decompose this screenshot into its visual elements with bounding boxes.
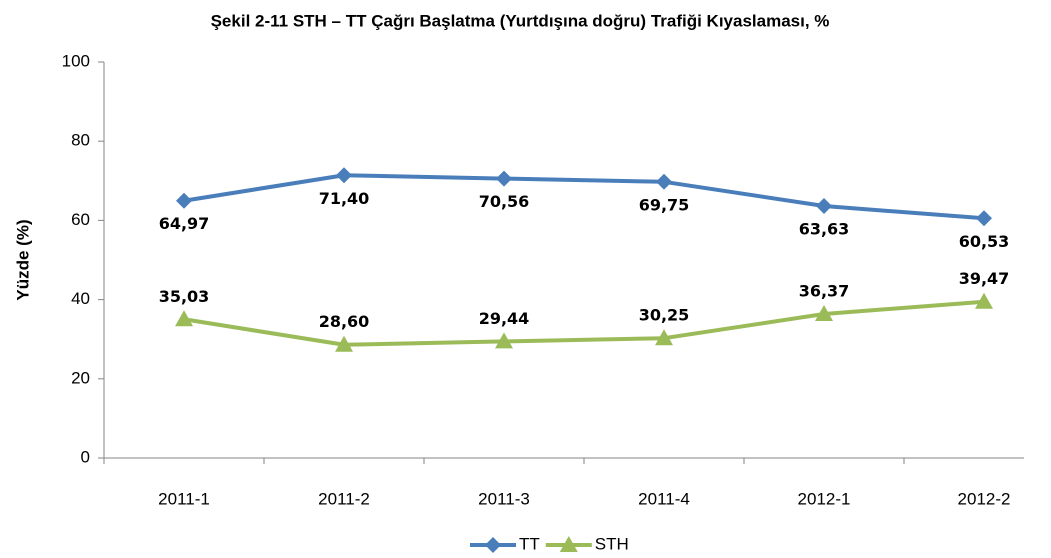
legend-marker [485,537,501,553]
value-label: 69,75 [639,195,690,214]
x-tick-label: 2012-2 [958,489,1011,508]
x-tick-label: 2011-1 [158,489,210,508]
x-tick-label: 2011-2 [318,489,370,508]
marker [816,198,832,215]
x-tick-label: 2011-3 [478,489,530,508]
y-tick-label: 80 [71,131,90,150]
marker [496,170,512,187]
y-axis-label: Yüzde (%) [13,219,32,300]
legend-marker [559,536,578,552]
value-label: 30,25 [639,306,690,325]
marker [656,173,672,190]
y-tick-label: 40 [71,289,90,308]
marker [495,332,513,349]
marker [655,329,673,346]
value-label: 29,44 [479,309,530,328]
marker [336,167,352,184]
value-label: 28,60 [319,312,370,331]
value-label: 64,97 [159,214,210,233]
y-tick-label: 60 [71,210,90,229]
marker [975,292,993,309]
marker [335,335,353,352]
legend-label: STH [595,534,629,553]
legend-label: TT [519,534,540,553]
marker [175,310,193,327]
value-label: 39,47 [959,269,1010,288]
series-line [183,173,985,221]
y-tick-label: 100 [62,51,90,70]
chart-title: Şekil 2-11 STH – TT Çağrı Başlatma (Yurt… [211,11,830,30]
value-label: 71,40 [319,189,370,208]
series-line [183,299,985,347]
x-tick-label: 2011-4 [638,489,690,508]
y-tick-label: 0 [81,447,90,466]
marker [976,210,992,227]
value-label: 70,56 [479,192,530,211]
value-label: 36,37 [799,281,850,300]
marker [815,304,833,321]
value-label: 63,63 [799,220,850,239]
value-label: 35,03 [159,287,210,306]
y-tick-label: 20 [71,368,90,387]
marker [176,192,192,209]
value-label: 60,53 [959,232,1010,251]
x-tick-label: 2012-1 [798,489,851,508]
